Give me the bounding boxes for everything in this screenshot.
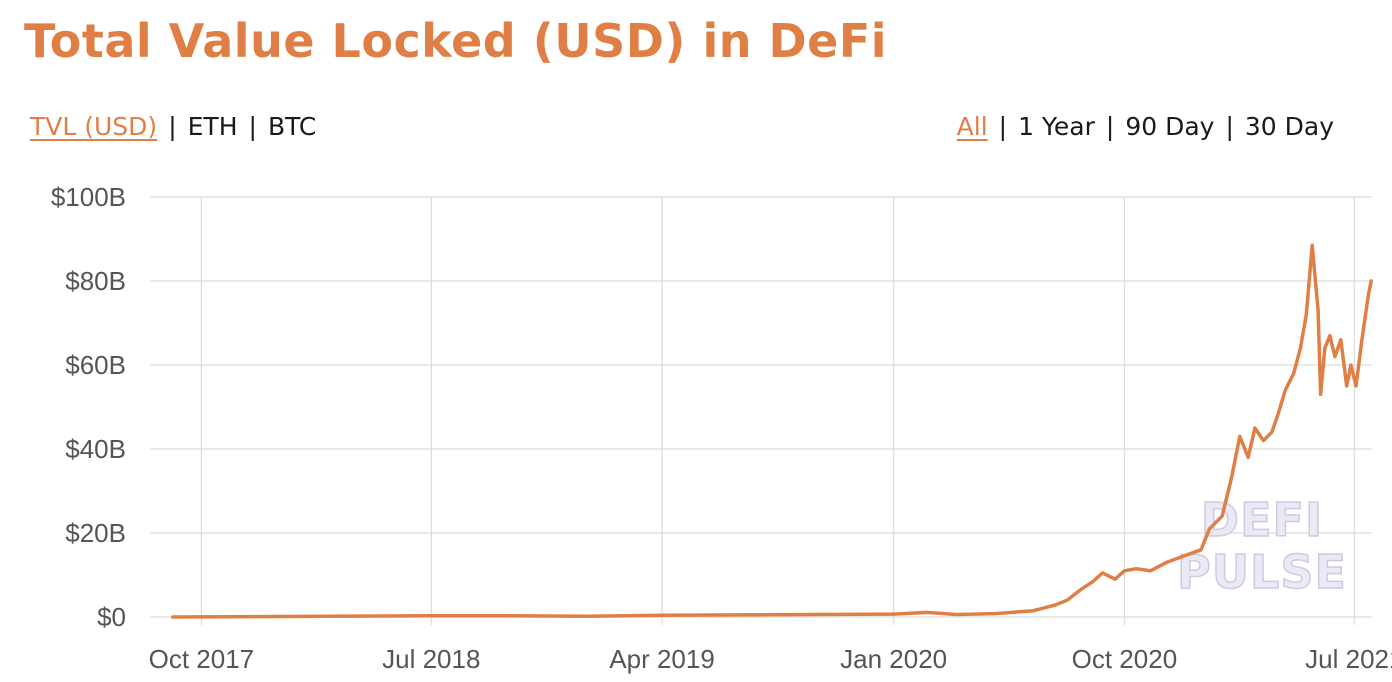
y-tick-label: $0 bbox=[97, 602, 126, 632]
tvl-series-line bbox=[170, 243, 1373, 619]
x-tick-label: Jan 2020 bbox=[840, 644, 947, 674]
x-tick-label: Oct 2020 bbox=[1072, 644, 1178, 674]
x-axis-ticks: Oct 2017 Jul 2018 Apr 2019 Jan 2020 Oct 2020… bbox=[149, 644, 1392, 674]
x-tick-label: Jul 2021 bbox=[1305, 644, 1392, 674]
x-tick-label: Apr 2019 bbox=[609, 644, 715, 674]
x-tick-label: Oct 2017 bbox=[149, 644, 255, 674]
separator: | bbox=[248, 112, 257, 141]
tab-tvl-usd[interactable]: TVL (USD) bbox=[30, 112, 158, 141]
separator: | bbox=[168, 112, 177, 141]
range-1-year[interactable]: 1 Year bbox=[1018, 112, 1095, 141]
metric-tabs: TVL (USD) | ETH | BTC bbox=[30, 112, 316, 141]
tab-eth[interactable]: ETH bbox=[187, 112, 238, 141]
page-title: Total Value Locked (USD) in DeFi bbox=[24, 14, 888, 68]
y-tick-label: $100B bbox=[51, 182, 126, 212]
watermark-line2: PULSE bbox=[1177, 545, 1347, 599]
chart-series bbox=[170, 243, 1373, 619]
separator: | bbox=[1225, 112, 1234, 141]
range-90-day[interactable]: 90 Day bbox=[1125, 112, 1215, 141]
separator: | bbox=[998, 112, 1008, 141]
y-tick-label: $80B bbox=[65, 266, 126, 296]
range-tabs: All | 1 Year | 90 Day | 30 Day bbox=[957, 112, 1334, 141]
y-tick-label: $60B bbox=[65, 350, 126, 380]
chart-grid bbox=[150, 196, 1372, 625]
tab-btc[interactable]: BTC bbox=[267, 112, 317, 141]
y-tick-label: $20B bbox=[65, 518, 126, 548]
separator: | bbox=[1105, 112, 1115, 141]
range-all[interactable]: All bbox=[956, 112, 988, 141]
range-30-day[interactable]: 30 Day bbox=[1244, 112, 1334, 141]
y-tick-label: $40B bbox=[65, 434, 126, 464]
y-axis-ticks: $0 $20B $40B $60B $80B $100B bbox=[51, 182, 126, 632]
x-tick-label: Jul 2018 bbox=[382, 644, 480, 674]
